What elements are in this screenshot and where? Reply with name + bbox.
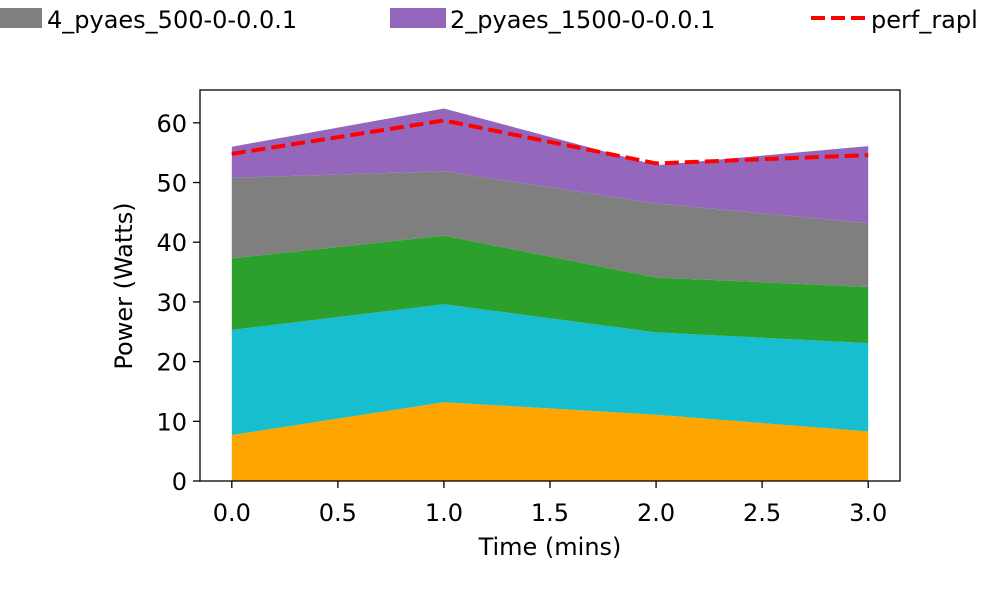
line-layers bbox=[231, 118, 869, 166]
area-layer-3 bbox=[231, 235, 869, 344]
area-layer-4 bbox=[231, 171, 869, 287]
y-tick-label: 10 bbox=[156, 408, 187, 436]
line-perf_rapl bbox=[231, 118, 869, 166]
y-tick-label: 0 bbox=[172, 468, 187, 496]
y-axis-ticks: 0 10 20 30 40 50 60 bbox=[156, 110, 200, 496]
legend-label-perf-rapl: perf_rapl bbox=[871, 6, 978, 34]
x-tick-label: 1.5 bbox=[531, 499, 569, 527]
legend-swatch-4-pyaes-500 bbox=[0, 8, 42, 28]
x-tick-label: 0.0 bbox=[213, 499, 251, 527]
y-tick-label: 60 bbox=[156, 110, 187, 138]
area-layers bbox=[231, 108, 869, 481]
y-tick-label: 50 bbox=[156, 170, 187, 198]
x-tick-label: 2.0 bbox=[637, 499, 675, 527]
y-axis-label: Power (Watts) bbox=[110, 202, 138, 369]
area-layer-1 bbox=[231, 402, 869, 481]
x-tick-label: 2.5 bbox=[743, 499, 781, 527]
x-axis-ticks: 0.0 0.5 1.0 1.5 2.0 2.5 3.0 bbox=[213, 481, 887, 527]
area-layer-2 bbox=[231, 304, 869, 436]
y-tick-label: 40 bbox=[156, 229, 187, 257]
x-axis-label: Time (mins) bbox=[478, 533, 622, 561]
legend-swatch-2-pyaes-1500 bbox=[390, 8, 446, 28]
legend-label-4-pyaes-500: 4_pyaes_500-0-0.0.1 bbox=[47, 6, 297, 34]
y-tick-label: 20 bbox=[156, 349, 187, 377]
legend: 4_pyaes_500-0-0.0.1 2_pyaes_1500-0-0.0.1… bbox=[0, 6, 978, 34]
y-tick-label: 30 bbox=[156, 289, 187, 317]
x-tick-label: 1.0 bbox=[425, 499, 463, 527]
area-layer-5 bbox=[231, 108, 869, 224]
x-tick-label: 3.0 bbox=[849, 499, 887, 527]
x-tick-label: 0.5 bbox=[319, 499, 357, 527]
legend-label-2-pyaes-1500: 2_pyaes_1500-0-0.0.1 bbox=[450, 6, 715, 34]
